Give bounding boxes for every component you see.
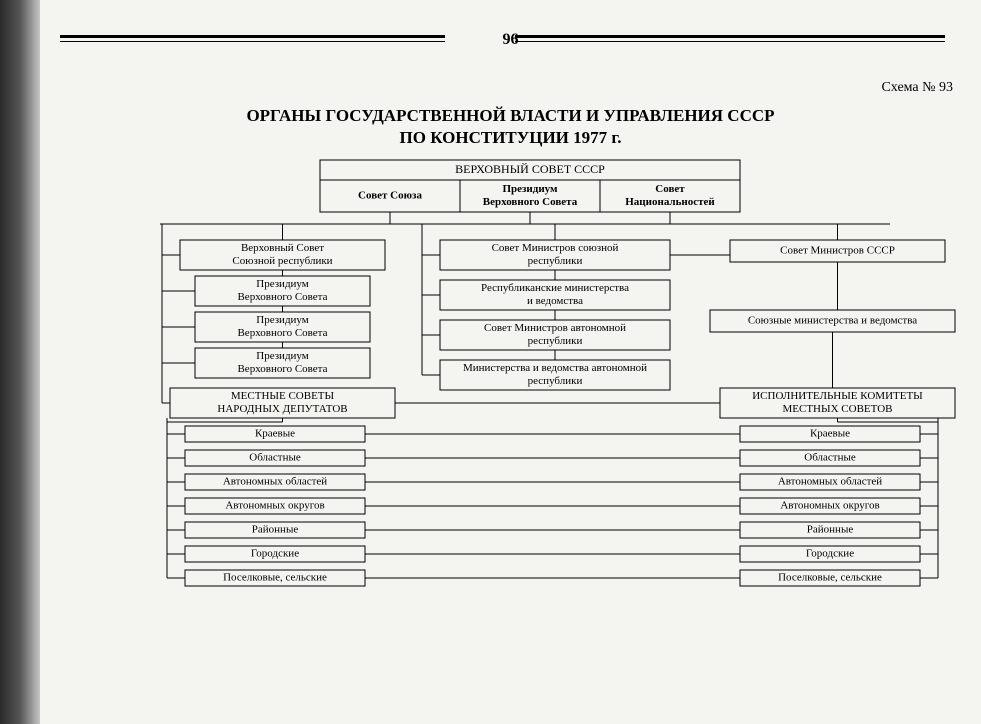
svg-text:Министерства и ведомства автон: Министерства и ведомства автономной xyxy=(463,362,647,374)
svg-text:ВЕРХОВНЫЙ СОВЕТ СССР: ВЕРХОВНЫЙ СОВЕТ СССР xyxy=(455,162,605,176)
svg-text:Районные: Районные xyxy=(807,524,854,536)
svg-text:Совет Союза: Совет Союза xyxy=(358,190,422,202)
svg-text:Совет Министров союзной: Совет Министров союзной xyxy=(492,242,619,254)
svg-text:республики: республики xyxy=(528,255,583,267)
svg-text:МЕСТНЫХ СОВЕТОВ: МЕСТНЫХ СОВЕТОВ xyxy=(783,403,893,415)
svg-text:Областные: Областные xyxy=(249,452,301,464)
svg-text:республики: республики xyxy=(528,375,583,387)
svg-text:Поселковые, сельские: Поселковые, сельские xyxy=(223,572,327,584)
page: 96 Схема № 93 ОРГАНЫ ГОСУДАРСТВЕННОЙ ВЛА… xyxy=(40,0,981,724)
svg-text:Верховного Совета: Верховного Совета xyxy=(237,291,327,303)
svg-text:Автономных округов: Автономных округов xyxy=(780,500,879,512)
svg-text:Совет Министров автономной: Совет Министров автономной xyxy=(484,322,626,334)
svg-text:Президиум: Президиум xyxy=(502,183,558,195)
svg-text:Городские: Городские xyxy=(251,548,299,560)
svg-text:ИСПОЛНИТЕЛЬНЫЕ КОМИТЕТЫ: ИСПОЛНИТЕЛЬНЫЕ КОМИТЕТЫ xyxy=(752,390,923,402)
svg-text:Краевые: Краевые xyxy=(255,428,295,440)
book-spine xyxy=(0,0,40,724)
svg-text:Городские: Городские xyxy=(806,548,854,560)
svg-text:республики: республики xyxy=(528,335,583,347)
svg-text:НАРОДНЫХ ДЕПУТАТОВ: НАРОДНЫХ ДЕПУТАТОВ xyxy=(217,403,347,415)
svg-text:Верховный Совет: Верховный Совет xyxy=(241,242,324,254)
svg-text:Верховного Совета: Верховного Совета xyxy=(237,363,327,375)
svg-text:Республиканские министерства: Республиканские министерства xyxy=(481,282,629,294)
svg-text:Президиум: Президиум xyxy=(256,278,309,290)
diagram-svg: ВЕРХОВНЫЙ СОВЕТ СССР Совет Союза Президиум… xyxy=(40,0,981,724)
svg-text:Районные: Районные xyxy=(252,524,299,536)
svg-text:Верховного Совета: Верховного Совета xyxy=(483,196,578,208)
svg-text:Верховного Совета: Верховного Совета xyxy=(237,327,327,339)
svg-text:Совет Министров СССР: Совет Министров СССР xyxy=(780,245,895,257)
svg-text:Национальностей: Национальностей xyxy=(625,196,715,208)
svg-text:Автономных областей: Автономных областей xyxy=(778,476,882,488)
svg-text:Краевые: Краевые xyxy=(810,428,850,440)
svg-text:Президиум: Президиум xyxy=(256,314,309,326)
svg-text:Совет: Совет xyxy=(655,183,685,195)
svg-text:МЕСТНЫЕ СОВЕТЫ: МЕСТНЫЕ СОВЕТЫ xyxy=(231,390,335,402)
svg-text:и ведомства: и ведомства xyxy=(527,295,583,307)
svg-text:Автономных округов: Автономных округов xyxy=(225,500,324,512)
svg-text:Союзные министерства и ведомст: Союзные министерства и ведомства xyxy=(748,315,917,327)
svg-text:Союзной республики: Союзной республики xyxy=(232,255,332,267)
svg-text:Президиум: Президиум xyxy=(256,350,309,362)
svg-text:Автономных областей: Автономных областей xyxy=(223,476,327,488)
svg-text:Поселковые, сельские: Поселковые, сельские xyxy=(778,572,882,584)
svg-text:Областные: Областные xyxy=(804,452,856,464)
